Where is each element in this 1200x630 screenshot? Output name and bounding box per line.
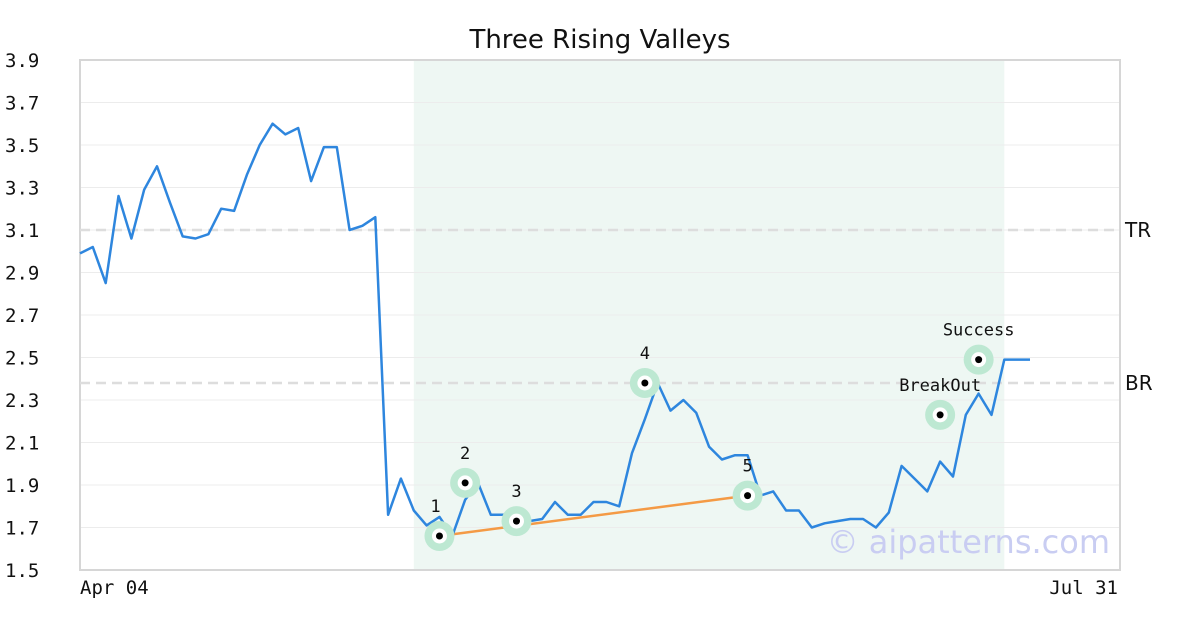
y-tick-label: 1.5	[5, 560, 39, 582]
level-lines: TR BR	[80, 218, 1153, 395]
marker-dot-2	[461, 479, 469, 487]
marker-label-breakout: BreakOut	[899, 376, 981, 396]
marker-label-4: 4	[640, 344, 650, 364]
plot-area-frame	[79, 59, 1121, 571]
marker-label-2: 2	[460, 444, 470, 464]
marker-dot-4	[641, 379, 649, 387]
y-tick-label: 1.7	[5, 518, 39, 540]
chart-background-layer	[80, 59, 1120, 571]
price-series-layer	[79, 122, 1030, 538]
marker-label-3: 3	[511, 482, 521, 502]
marker-label-success: Success	[943, 321, 1015, 341]
y-tick-label: 3.5	[5, 135, 39, 157]
marker-label-1: 1	[430, 497, 440, 517]
y-tick-label: 1.9	[5, 475, 39, 497]
y-tick-label: 3.1	[5, 220, 39, 242]
watermark: © aipatterns.com	[827, 523, 1110, 561]
x-axis-ticks: Apr 04 Jul 31	[80, 577, 1118, 599]
y-tick-label: 2.5	[5, 348, 39, 370]
marker-dot-1	[435, 532, 443, 540]
marker-dot-success	[975, 356, 983, 364]
y-tick-label: 3.7	[5, 93, 39, 115]
y-tick-label: 2.1	[5, 433, 39, 455]
price-line	[79, 122, 1030, 538]
valley-trendline	[439, 494, 748, 538]
y-tick-label: 3.3	[5, 178, 39, 200]
y-tick-label: 3.9	[5, 50, 39, 72]
y-tick-label: 2.9	[5, 263, 39, 285]
y-tick-label: 2.7	[5, 305, 39, 327]
marker-label-5: 5	[742, 457, 752, 477]
pattern-markers: 1 2 3 4 5 BreakOut Success	[424, 321, 1014, 551]
x-tick-label: Apr 04	[80, 577, 149, 599]
marker-dot-3	[512, 517, 520, 525]
valley-trendline-layer	[439, 494, 748, 538]
x-tick-label: Jul 31	[1049, 577, 1118, 599]
marker-dot-5	[744, 492, 752, 500]
chart-title: Three Rising Valleys	[468, 25, 730, 55]
y-axis-ticks: 1.5 1.7 1.9 2.1 2.3 2.5 2.7 2.9 3.1 3.3 3.5 3.7 3.9	[5, 50, 39, 582]
level-label-tr: TR	[1124, 218, 1151, 242]
marker-dot-breakout	[936, 411, 944, 419]
level-label-br: BR	[1125, 371, 1153, 395]
y-tick-label: 2.3	[5, 390, 39, 412]
